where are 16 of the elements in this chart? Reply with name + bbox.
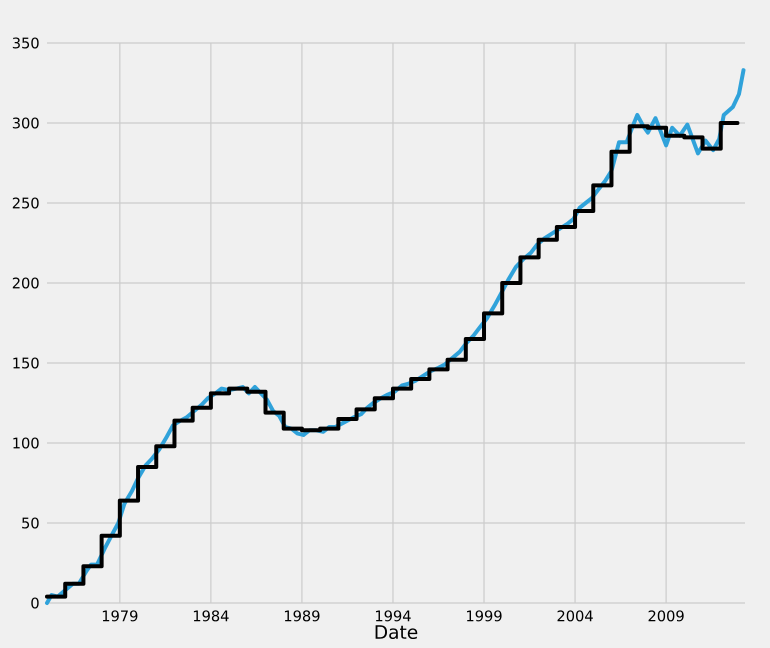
x-tick-label: 1979 bbox=[102, 610, 138, 622]
x-axis-title: Date bbox=[376, 625, 418, 640]
x-tick-label: 1984 bbox=[194, 610, 229, 622]
x-tick-label: 1999 bbox=[467, 610, 502, 622]
x-tick-label: 2009 bbox=[648, 610, 684, 622]
x-tick-label: 1994 bbox=[376, 610, 411, 622]
y-tick-label: 200 bbox=[12, 277, 39, 289]
y-tick-label: 0 bbox=[31, 597, 39, 609]
y-tick-label: 150 bbox=[13, 357, 39, 369]
y-tick-label: 50 bbox=[22, 517, 39, 529]
y-tick-label: 100 bbox=[13, 437, 39, 449]
y-tick-label: 250 bbox=[12, 197, 39, 209]
x-tick-label: 1989 bbox=[284, 610, 320, 622]
x-tick-label: 2004 bbox=[558, 610, 593, 622]
y-tick-label: 350 bbox=[12, 37, 39, 49]
y-tick-label: 300 bbox=[12, 117, 39, 129]
